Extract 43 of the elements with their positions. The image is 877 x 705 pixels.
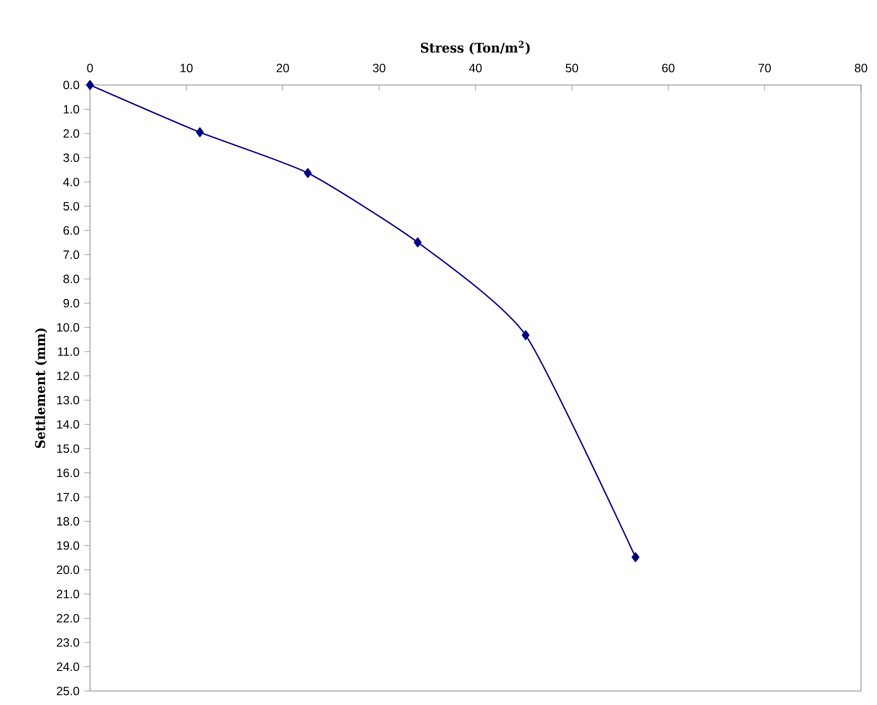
x-tick-label: 10 bbox=[180, 64, 193, 72]
y-tick-label: 5.0 bbox=[63, 202, 80, 210]
y-tick-label: 11.0 bbox=[58, 347, 80, 356]
y-tick-label: 19.0 bbox=[57, 541, 80, 550]
y-tick-label: 0.0 bbox=[63, 80, 80, 90]
y-tick-label: 3.0 bbox=[63, 153, 80, 162]
point bbox=[86, 80, 94, 90]
x-tick-label: 20 bbox=[276, 64, 289, 72]
y-tick-label: 16.0 bbox=[57, 468, 80, 478]
x-tick-label: 50 bbox=[566, 64, 578, 72]
x-tick-label: 30 bbox=[372, 64, 386, 72]
y-tick-label: 2.0 bbox=[64, 129, 80, 138]
y-tick-label: 13.0 bbox=[57, 396, 80, 404]
y-axis-title: Settlement (mm) bbox=[34, 328, 48, 448]
y-tick-label: 21.0 bbox=[56, 590, 80, 598]
point bbox=[632, 552, 640, 562]
y-tick-label: 14.0 bbox=[57, 420, 80, 429]
y-tick-label: 6.0 bbox=[64, 226, 80, 235]
x-tick-label: 0 bbox=[87, 64, 93, 72]
x-tick-label: 60 bbox=[662, 64, 674, 72]
y-tick-label: 22.0 bbox=[56, 614, 80, 623]
x-tick-label: 40 bbox=[469, 64, 482, 72]
point bbox=[414, 237, 422, 248]
point bbox=[522, 330, 530, 340]
y-tick-label: 25.0 bbox=[56, 686, 80, 696]
y-tick-label: 10.0 bbox=[57, 323, 80, 332]
y-tick-label: 7.0 bbox=[64, 250, 80, 259]
y-tick-label: 24.0 bbox=[56, 662, 80, 672]
point bbox=[304, 168, 312, 178]
y-tick-label: 12.0 bbox=[57, 372, 80, 380]
y-tick-label: 1.0 bbox=[64, 104, 80, 114]
y-tick-label: 23.0 bbox=[56, 638, 80, 647]
point bbox=[196, 127, 204, 138]
y-tick-label: 18.0 bbox=[57, 517, 80, 526]
x-axis-title: Stress (Ton/m$^{2}$) bbox=[420, 40, 530, 55]
y-tick-label: 15.0 bbox=[57, 444, 80, 453]
y-tick-label: 20.0 bbox=[56, 566, 80, 574]
y-tick-label: 9.0 bbox=[63, 298, 80, 308]
y-tick-label: 8.0 bbox=[63, 274, 80, 284]
y-tick-label: 4.0 bbox=[63, 178, 80, 186]
y-tick-label: 17.0 bbox=[57, 492, 80, 502]
x-tick-label: 80 bbox=[854, 64, 868, 72]
x-tick-label: 70 bbox=[758, 64, 771, 72]
